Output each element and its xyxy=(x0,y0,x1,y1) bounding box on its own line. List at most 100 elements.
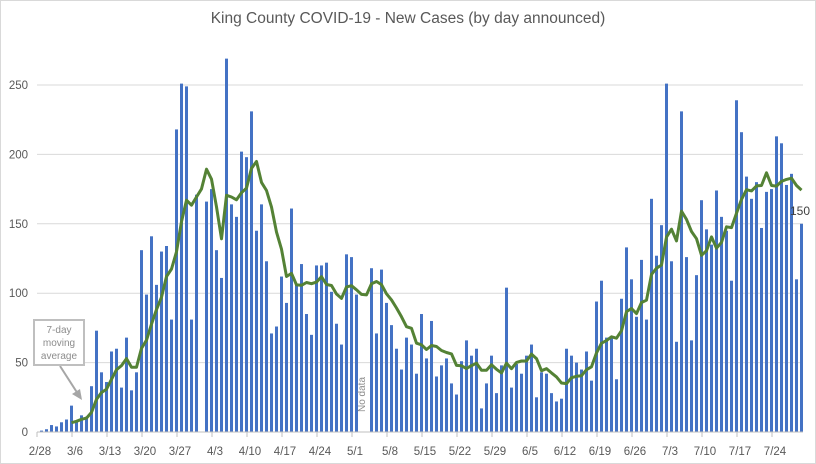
bar xyxy=(610,336,613,432)
bar xyxy=(740,132,743,432)
bar xyxy=(40,430,43,432)
bar xyxy=(545,373,548,432)
bar xyxy=(355,294,358,432)
bar xyxy=(50,425,53,432)
bar xyxy=(320,265,323,432)
bar xyxy=(165,246,168,432)
chart-title: King County COVID-19 - New Cases (by day… xyxy=(210,10,606,27)
bar xyxy=(630,279,633,432)
moving-average-line xyxy=(71,160,803,425)
bar xyxy=(180,83,183,432)
bar xyxy=(255,230,258,432)
bar xyxy=(540,372,543,432)
x-tick-label: 3/27 xyxy=(169,446,191,458)
bar xyxy=(650,198,653,432)
bar xyxy=(785,184,788,432)
bar xyxy=(685,257,688,432)
bar xyxy=(220,277,223,432)
bar xyxy=(205,201,208,432)
x-tick-label: 7/24 xyxy=(764,446,787,458)
x-tick-label: 5/29 xyxy=(484,446,506,458)
bar xyxy=(375,333,378,432)
y-tick-label: 100 xyxy=(9,288,28,300)
bar xyxy=(60,422,63,432)
annotation-arrow xyxy=(59,365,79,395)
bar xyxy=(405,337,408,432)
bar xyxy=(690,340,693,432)
no-data-annotation: No data xyxy=(357,376,368,412)
bar xyxy=(520,373,523,432)
bar xyxy=(290,208,293,432)
bar xyxy=(325,262,328,432)
bar xyxy=(410,344,413,432)
bar xyxy=(735,100,738,432)
bar xyxy=(510,387,513,432)
bar xyxy=(225,58,228,433)
x-tick-label: 3/13 xyxy=(99,446,121,458)
bar xyxy=(150,236,153,432)
bar xyxy=(250,111,253,432)
x-tick-label: 2/28 xyxy=(29,446,51,458)
x-tick-label: 3/20 xyxy=(134,446,156,458)
y-tick-label: 150 xyxy=(9,219,28,231)
bar xyxy=(680,111,683,432)
bar xyxy=(130,390,133,432)
bar xyxy=(100,372,103,432)
bar xyxy=(600,280,603,432)
bar xyxy=(525,355,528,432)
bar xyxy=(770,189,773,432)
bar xyxy=(550,393,553,432)
bar xyxy=(280,276,283,432)
bar xyxy=(750,198,753,432)
bar xyxy=(430,320,433,432)
bar xyxy=(215,250,218,432)
x-tick-label: 6/19 xyxy=(589,446,611,458)
bar xyxy=(605,337,608,432)
bar xyxy=(570,355,573,432)
bar xyxy=(480,408,483,432)
y-tick-label: 200 xyxy=(9,149,28,161)
bar xyxy=(415,373,418,432)
bar xyxy=(560,398,563,432)
x-tick-label: 3/6 xyxy=(67,446,83,458)
bar xyxy=(730,280,733,432)
bar xyxy=(55,426,58,432)
bar xyxy=(370,268,373,432)
x-tick-label: 6/26 xyxy=(624,446,646,458)
bar xyxy=(780,143,783,432)
bar xyxy=(350,257,353,432)
bar xyxy=(330,291,333,432)
bar xyxy=(715,190,718,432)
bar xyxy=(235,216,238,432)
bar xyxy=(795,279,798,432)
bar xyxy=(595,301,598,432)
y-tick-label: 50 xyxy=(15,358,28,370)
bar xyxy=(705,229,708,432)
bar xyxy=(710,244,713,432)
bar xyxy=(155,284,158,432)
bar xyxy=(460,361,463,432)
y-tick-label: 250 xyxy=(9,80,28,92)
bar xyxy=(135,372,138,432)
x-tick-label: 4/24 xyxy=(309,446,332,458)
bar xyxy=(720,216,723,432)
bar xyxy=(115,348,118,432)
bar xyxy=(270,333,273,432)
bar xyxy=(670,261,673,432)
bar xyxy=(655,255,658,432)
x-tick-label: 6/5 xyxy=(522,446,538,458)
bar xyxy=(145,294,148,432)
bar xyxy=(75,420,78,432)
bar xyxy=(665,83,668,432)
bar xyxy=(755,182,758,432)
bar xyxy=(105,382,108,432)
bar xyxy=(590,380,593,432)
bar xyxy=(140,250,143,432)
bar xyxy=(490,355,493,432)
bar xyxy=(245,157,248,432)
annotation-arrowhead-icon xyxy=(72,389,82,400)
bar xyxy=(440,365,443,432)
bar xyxy=(265,261,268,432)
bar xyxy=(345,254,348,432)
bar xyxy=(85,416,88,432)
